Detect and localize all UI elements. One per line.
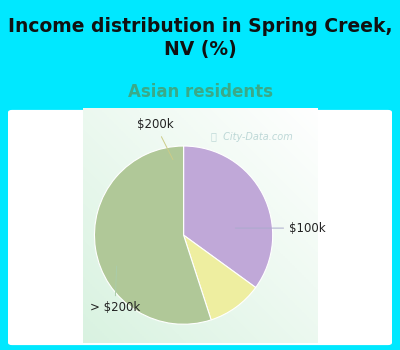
Wedge shape <box>184 235 256 320</box>
FancyBboxPatch shape <box>8 110 392 345</box>
Text: Asian residents: Asian residents <box>128 83 272 101</box>
Text: Income distribution in Spring Creek,
NV (%): Income distribution in Spring Creek, NV … <box>8 17 392 59</box>
Text: > $200k: > $200k <box>90 266 140 314</box>
Wedge shape <box>94 146 211 324</box>
Text: ⓘ  City-Data.com: ⓘ City-Data.com <box>211 132 292 142</box>
Wedge shape <box>184 146 273 287</box>
Text: $100k: $100k <box>235 222 326 235</box>
Text: $200k: $200k <box>137 118 174 160</box>
